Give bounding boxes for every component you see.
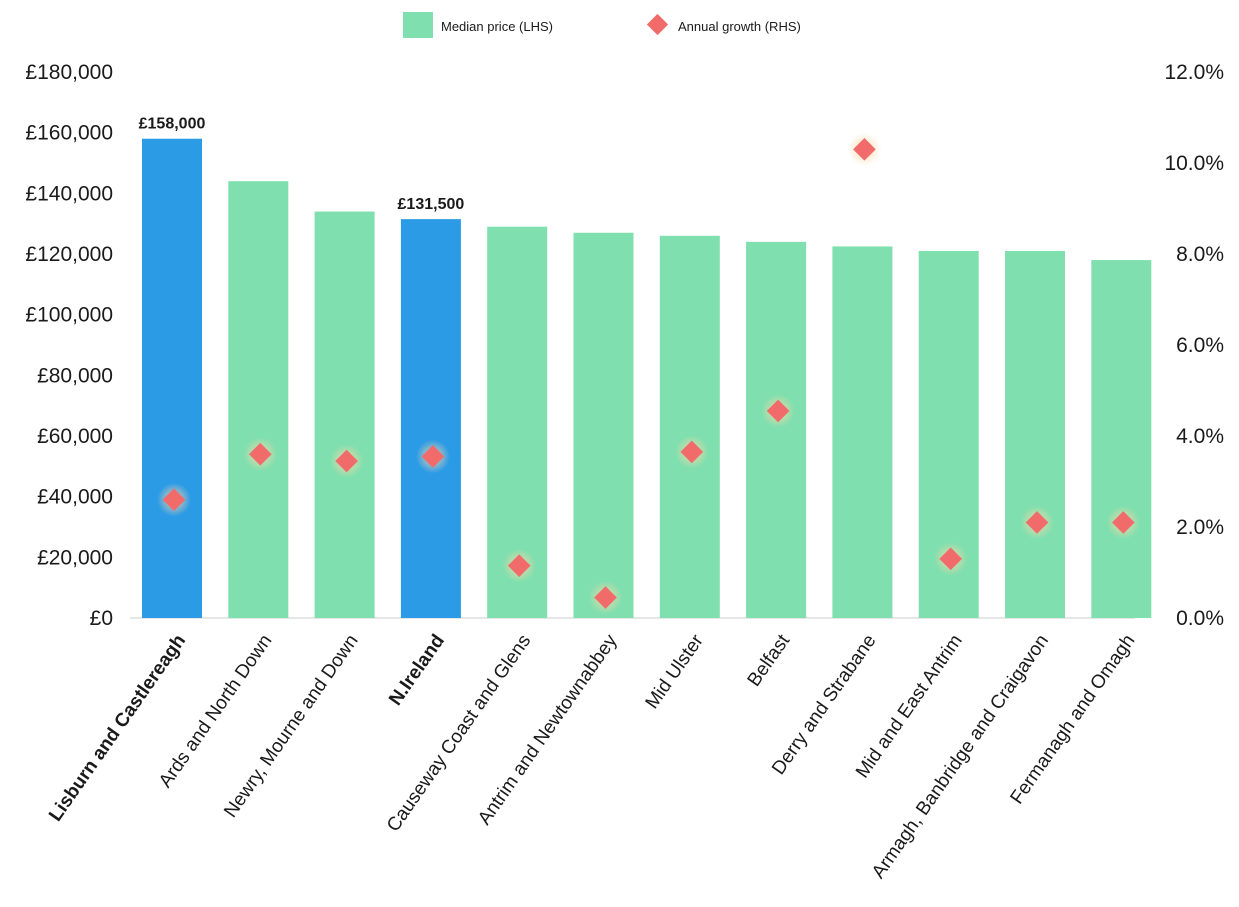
bar-data-label: £131,500 [398, 196, 465, 213]
right-axis-tick-label: 4.0% [1176, 425, 1224, 448]
bar [659, 235, 720, 619]
legend-marker-annual-growth [646, 13, 669, 36]
growth-marker [502, 548, 537, 583]
left-axis-tick-label: £120,000 [25, 243, 113, 266]
left-axis-tick-label: £20,000 [37, 546, 113, 569]
left-axis-tick-label: £160,000 [25, 122, 113, 145]
left-axis-tick-label: £100,000 [25, 304, 113, 327]
growth-marker [329, 444, 364, 479]
category-label: Lisburn and Castlereagh [45, 631, 190, 826]
left-axis-tick-label: £180,000 [25, 61, 113, 84]
left-axis-tick-label: £140,000 [25, 182, 113, 205]
right-axis-tick-label: 2.0% [1176, 516, 1224, 539]
bar [314, 211, 375, 619]
growth-marker [243, 437, 278, 472]
category-label: Armagh, Banbridge and Craigavon [868, 631, 1053, 883]
right-axis-tick-label: 12.0% [1164, 61, 1224, 84]
growth-marker [157, 482, 191, 517]
right-axis-tick-label: 8.0% [1176, 243, 1224, 266]
bar [832, 246, 893, 618]
right-axis-tick-label: 0.0% [1176, 607, 1224, 630]
right-axis-tick-label: 10.0% [1164, 152, 1224, 175]
bar-data-label: £158,000 [139, 116, 206, 133]
category-label: Mid Ulster [642, 630, 709, 713]
left-axis-tick-label: £80,000 [37, 364, 113, 387]
growth-marker [933, 541, 968, 576]
growth-marker [847, 132, 882, 167]
growth-marker [415, 439, 450, 474]
legend-swatch-median-price [403, 12, 433, 38]
category-label: N.Ireland [385, 631, 449, 710]
left-axis-tick-label: £0 [90, 607, 113, 630]
bar [573, 232, 634, 618]
category-label: Antrim and Newtownabbey [474, 630, 622, 828]
right-axis-tick-label: 6.0% [1176, 334, 1224, 357]
growth-markers [157, 132, 1141, 615]
category-label: Causeway Coast and Glens [383, 631, 535, 836]
legend-label-annual-growth: Annual growth (RHS) [678, 19, 801, 34]
bar [746, 241, 807, 618]
data-labels: £158,000 £131,500 [139, 116, 465, 213]
left-axis-tick-label: £40,000 [37, 486, 113, 509]
growth-marker [1106, 505, 1141, 540]
bars [142, 138, 1152, 619]
bar [1091, 260, 1152, 618]
growth-marker [674, 434, 709, 469]
left-axis-tick-label: £60,000 [37, 425, 113, 448]
growth-marker [588, 580, 623, 615]
growth-marker [761, 393, 796, 428]
bar-highlight [400, 219, 461, 618]
bar [1005, 250, 1065, 618]
left-axis: £0 £20,000 £40,000 £60,000 £80,000 £100,000 £1… [25, 61, 113, 630]
right-axis: 0.0% 2.0% 4.0% 6.0% 8.0% 10.0% 12.0% [1164, 61, 1224, 630]
bar [228, 181, 289, 618]
legend: Median price (LHS) Annual growth (RHS) [403, 12, 801, 38]
category-label: Belfast [744, 630, 795, 690]
bar-highlight [142, 138, 202, 618]
legend-label-median-price: Median price (LHS) [441, 19, 553, 34]
growth-marker [1020, 505, 1054, 540]
